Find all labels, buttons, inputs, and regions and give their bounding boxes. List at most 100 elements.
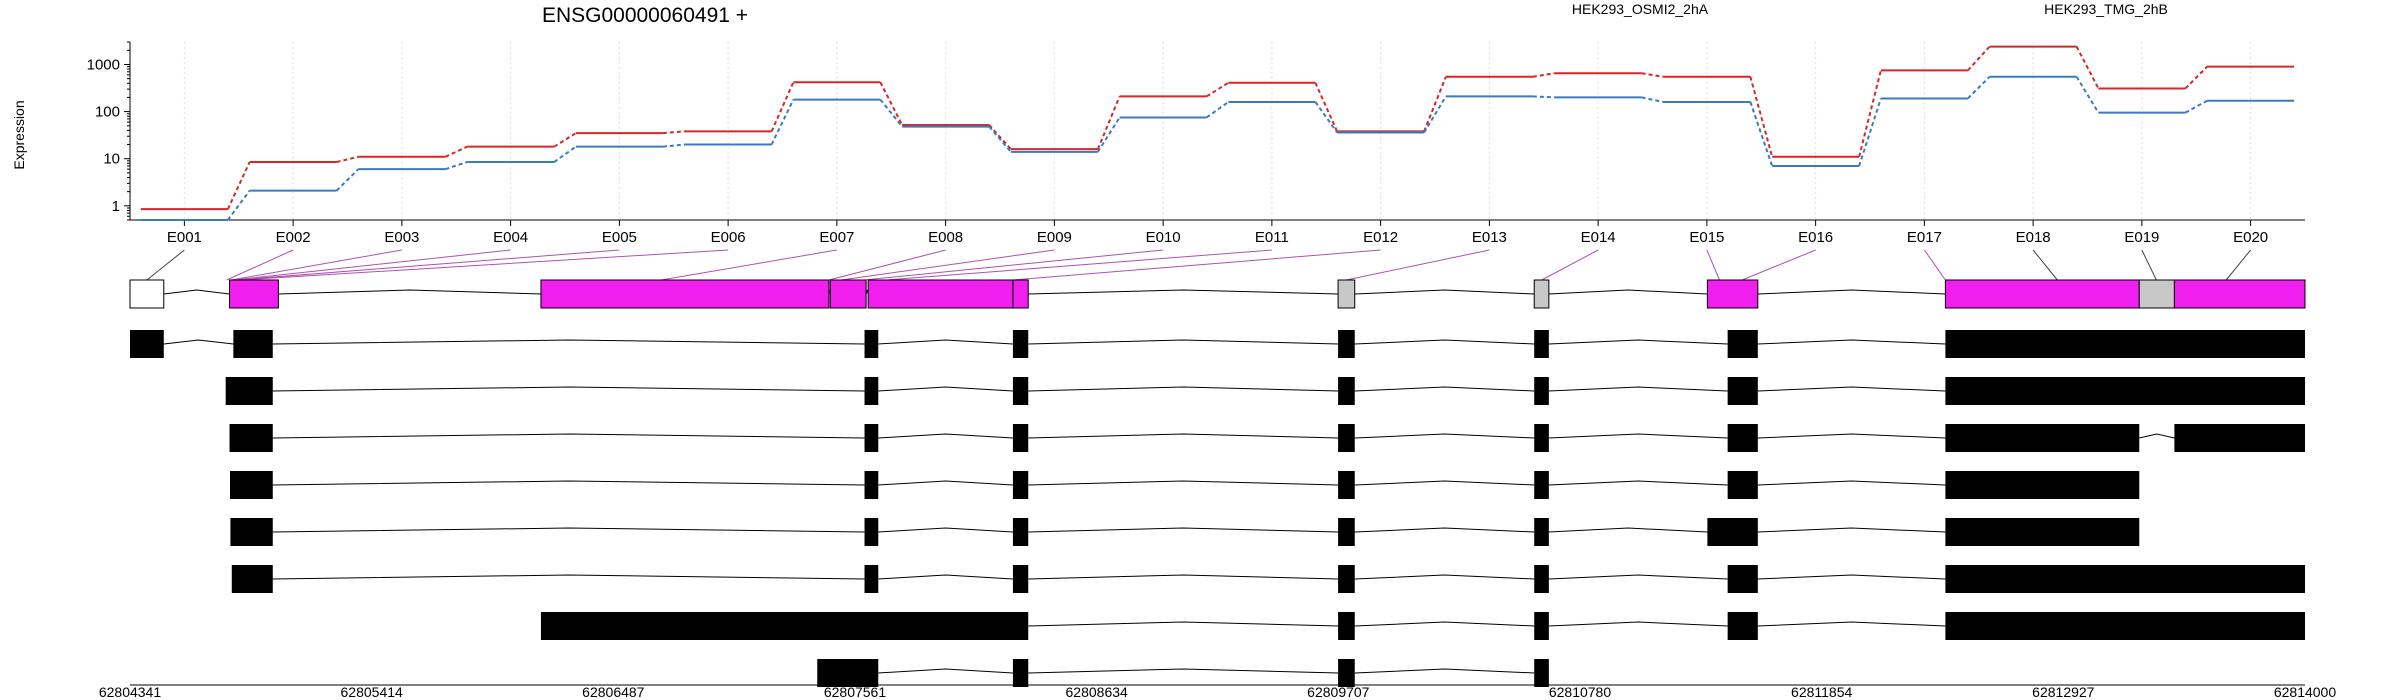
transcript-exon: [1012, 659, 1029, 687]
intron-line: [1757, 574, 1946, 580]
intron-line: [1548, 480, 1728, 486]
transcript-exon: [2174, 424, 2305, 452]
genomic-tick-label: 62806487: [582, 684, 645, 700]
transition-segment: [1967, 45, 1991, 72]
transcript-exon: [1338, 377, 1355, 405]
genomic-tick-label: 62814000: [2274, 684, 2337, 700]
genomic-tick-label: 62804341: [99, 684, 162, 700]
genomic-tick-label: 62809707: [1307, 684, 1370, 700]
transcript-exon: [1534, 424, 1549, 452]
intron-line: [272, 574, 865, 580]
genomic-tick-label: 62805414: [341, 684, 404, 700]
exon-connector: [2225, 249, 2252, 281]
transition-segment: [1532, 95, 1555, 99]
exon-label: E001: [167, 229, 202, 246]
exon-connector: [1706, 249, 1720, 281]
transition-segment: [1641, 96, 1664, 103]
transition-segment: [662, 143, 685, 148]
exon-label: E004: [493, 229, 528, 246]
transcript-exon: [1338, 659, 1355, 687]
genomic-tick-label: 62812927: [2032, 684, 2095, 700]
transition-segment: [445, 161, 468, 171]
transcript-exon: [864, 424, 879, 452]
exon-connector: [240, 249, 729, 281]
intron-line: [1028, 386, 1339, 392]
transition-segment: [1858, 70, 1882, 157]
transition-segment: [1749, 76, 1774, 158]
intron-line: [878, 386, 1013, 392]
intron-line: [272, 527, 865, 533]
y-tick-label: 1: [112, 198, 120, 215]
transcript-exon: [1945, 565, 2305, 593]
transition-segment: [335, 168, 360, 192]
transcript-3: [229, 424, 2305, 452]
transcript-exon: [1012, 377, 1029, 405]
genomic-tick-label: 62810780: [1549, 684, 1612, 700]
exon-region: [1706, 279, 1759, 309]
exon-region: [540, 279, 830, 309]
intron-line: [1757, 289, 1946, 295]
intron-line: [1548, 433, 1728, 439]
intron-line: [1757, 527, 1946, 533]
transcript-exon: [864, 518, 879, 546]
transition-segment: [1532, 72, 1555, 78]
exon-region: [1337, 279, 1356, 309]
exon-connector: [2141, 249, 2157, 281]
transition-segment: [553, 145, 577, 163]
transcript-exon: [229, 471, 273, 499]
exon-connectors: [146, 249, 2252, 281]
exon-label: E012: [1363, 229, 1398, 246]
intron-line: [1757, 339, 1946, 345]
intron-line: [1548, 386, 1728, 392]
y-tick-label: 10: [103, 151, 120, 168]
exon-region: [129, 279, 165, 309]
intron-line: [272, 480, 865, 486]
transcript-exon: [229, 424, 273, 452]
transition-segment: [1206, 81, 1229, 98]
transcript-exon: [1534, 565, 1549, 593]
exon-region: [229, 279, 279, 309]
transcript-exon: [1707, 518, 1758, 546]
intron-line: [1028, 668, 1339, 674]
transition-segment: [879, 81, 904, 126]
transcript-2: [225, 377, 2305, 405]
transition-segment: [1641, 72, 1664, 78]
transition-segment: [226, 161, 251, 210]
exon-label: E006: [711, 229, 746, 246]
exon-label: E011: [1255, 229, 1289, 246]
transcript-exon: [864, 330, 879, 358]
intron-line: [1354, 621, 1535, 627]
transition-segment: [1423, 95, 1447, 134]
exon-region: [2138, 279, 2175, 309]
intron-line: [1548, 574, 1728, 580]
transition-segment: [1314, 101, 1338, 134]
transcript-4: [229, 471, 2140, 499]
legend-series-1: HEK293_OSMI2_2hA: [1572, 1, 1709, 17]
transcript-exon: [1338, 518, 1355, 546]
exon-label: E018: [2016, 229, 2051, 246]
transcript-1: [130, 330, 2305, 358]
transcript-exon: [1012, 424, 1029, 452]
transcript-exon: [225, 377, 273, 405]
transcript-exon: [1012, 471, 1029, 499]
transcript-exon: [1727, 612, 1758, 640]
exon-label: E007: [819, 229, 854, 246]
transition-segment: [1314, 82, 1339, 132]
transcript-exon: [1012, 518, 1029, 546]
exon-label: E010: [1146, 229, 1181, 246]
transcript-exon: [1338, 565, 1355, 593]
intron-line: [2139, 433, 2175, 439]
exon-label: E017: [1907, 229, 1942, 246]
intron-line: [1548, 339, 1728, 345]
exon-label: E014: [1581, 229, 1616, 246]
series-2-line: [140, 75, 2295, 221]
y-tick-label: 100: [95, 104, 120, 121]
transcript-8: [817, 659, 1549, 687]
y-tick-label: 1000: [87, 56, 120, 73]
exon-label: E008: [928, 229, 963, 246]
transition-segment: [2075, 46, 2100, 89]
transcript-exon: [864, 471, 879, 499]
transcript-exon: [1727, 330, 1758, 358]
intron-line: [1354, 480, 1535, 486]
intron-line: [1354, 339, 1535, 345]
